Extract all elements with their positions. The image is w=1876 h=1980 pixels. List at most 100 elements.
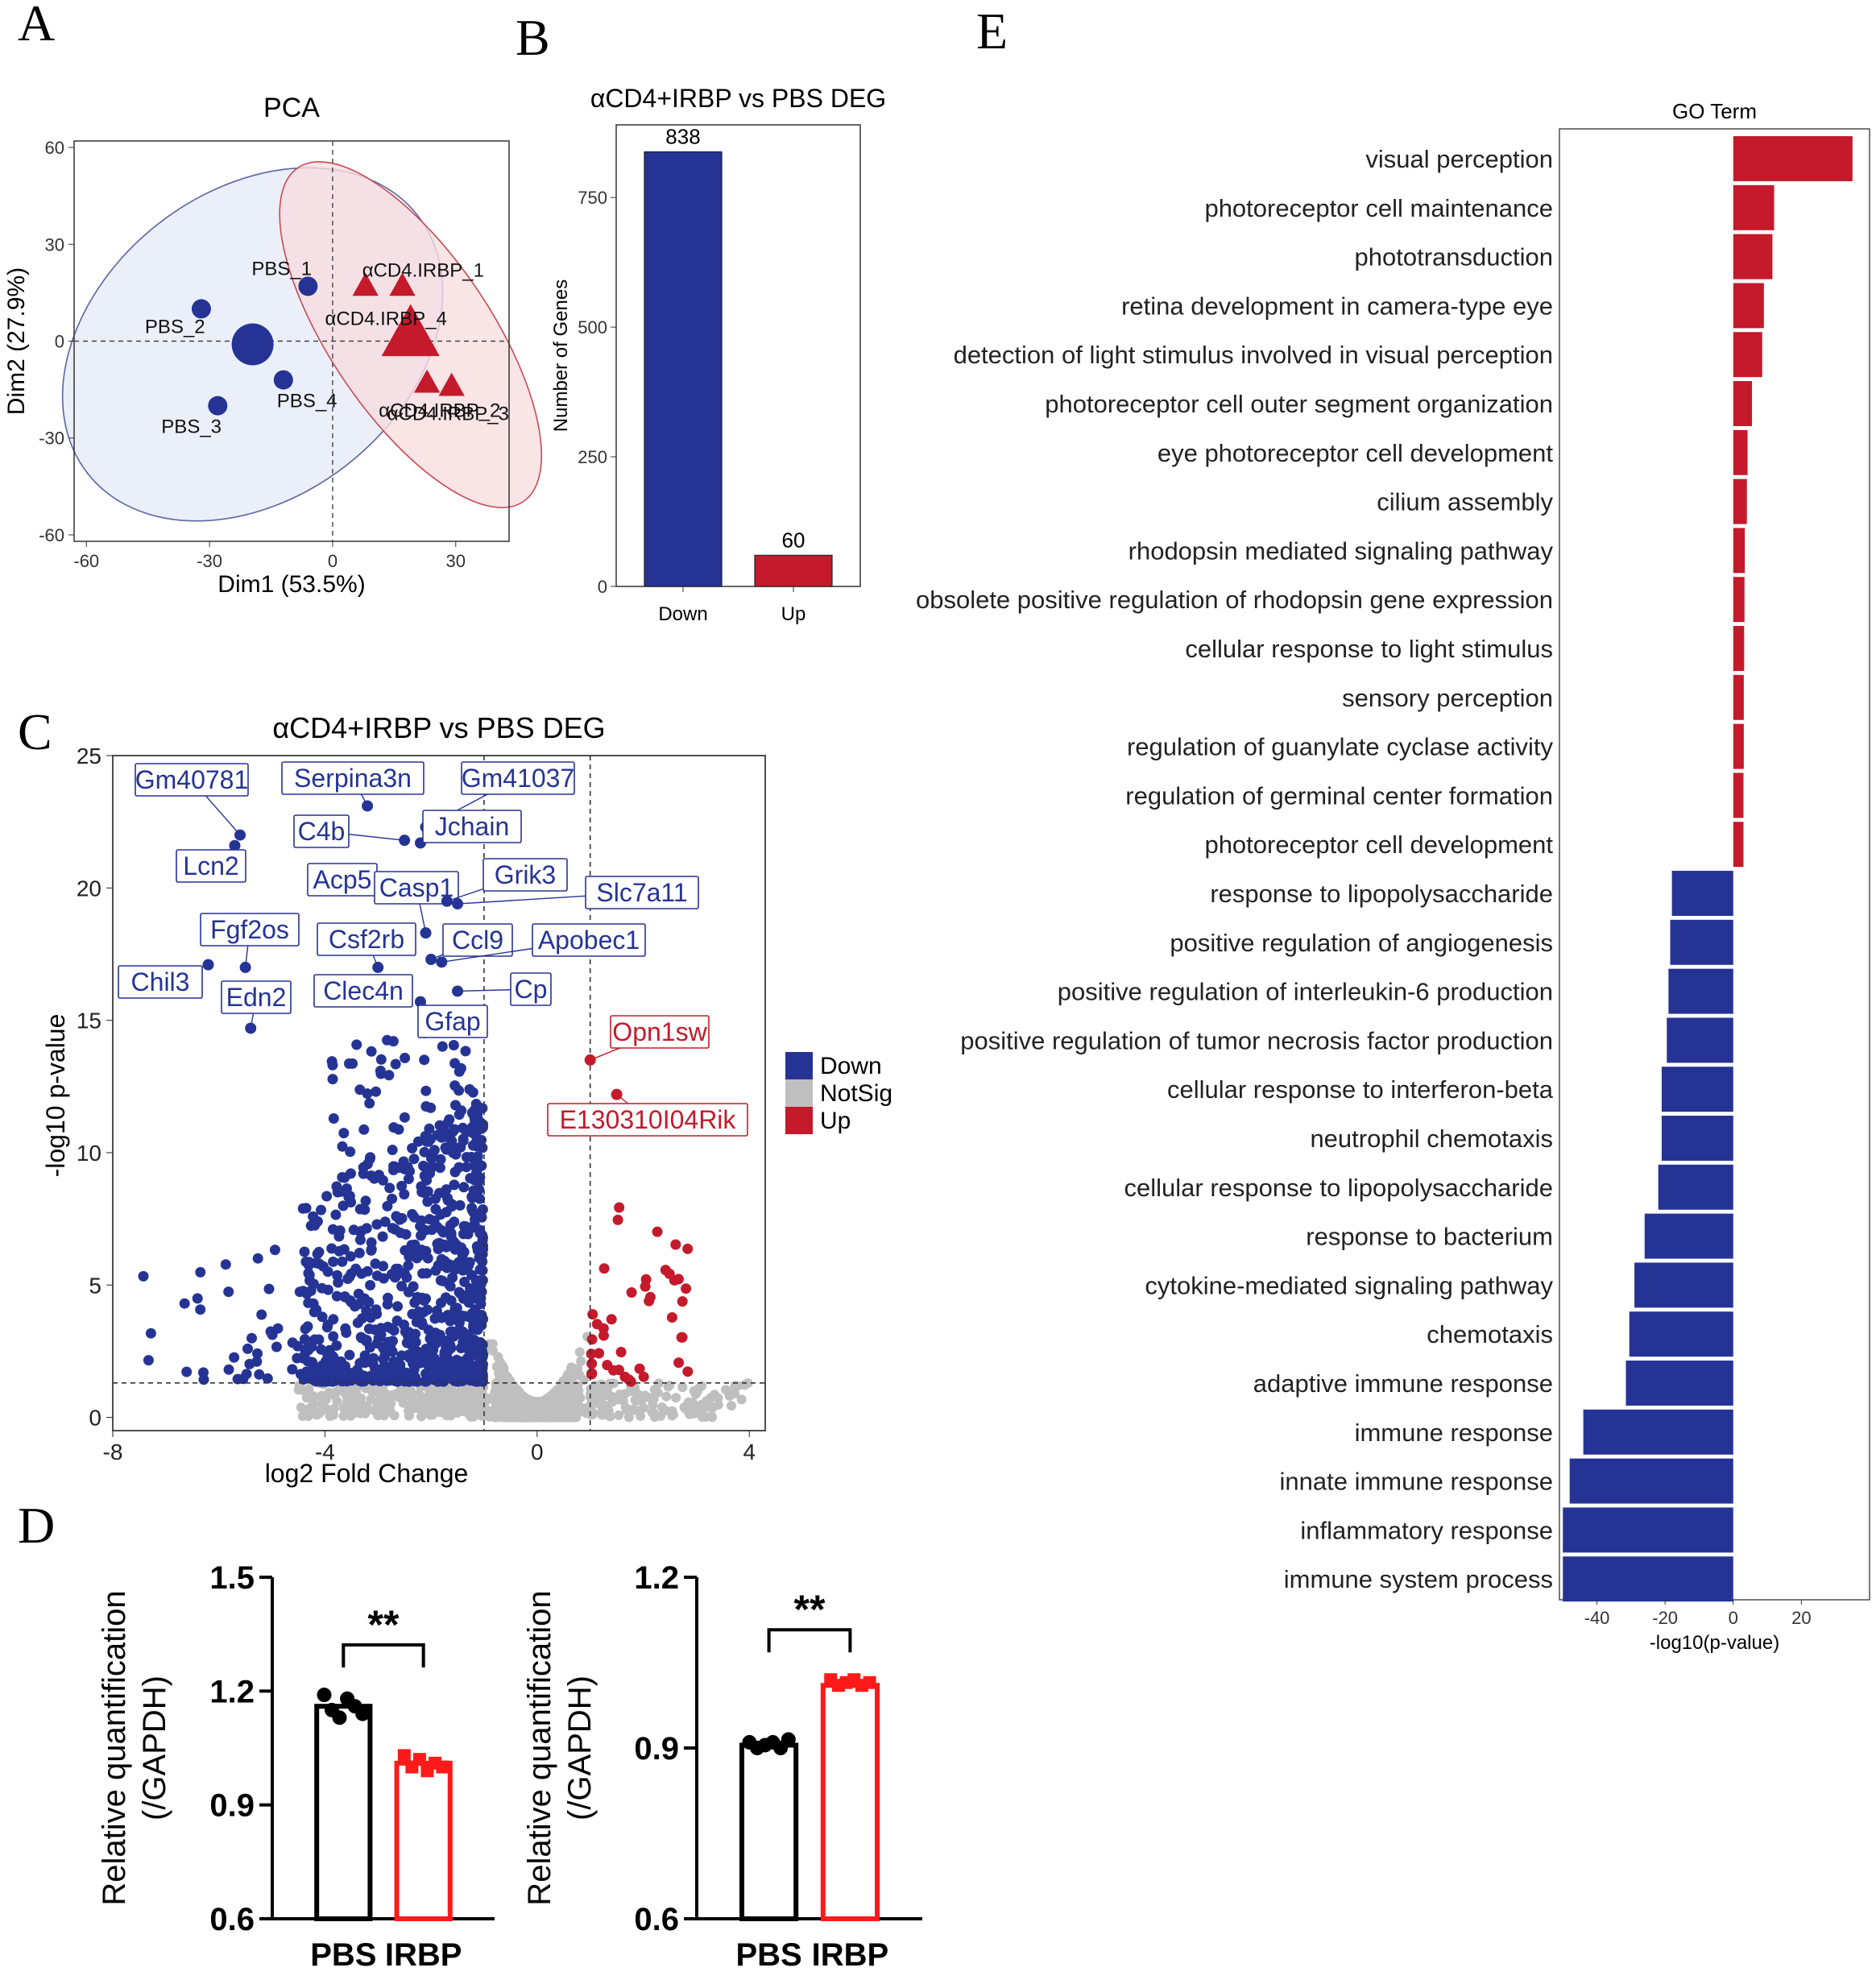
volcano-point-down <box>382 1200 393 1212</box>
volcano-point-down <box>429 1215 440 1226</box>
volcano-point-down <box>414 1249 425 1261</box>
volcano-panel: αCD4+IRBP vs PBS DEG -8 -4 0 4 0 5 10 15 20 25 log2… <box>41 711 892 1488</box>
volcano-point-notsig <box>561 1411 571 1422</box>
go-term-panel: GO Term visual perception photoreceptor ce… <box>916 99 1870 1654</box>
volcano-point-notsig <box>590 1381 600 1392</box>
volcano-point-down <box>408 1154 420 1165</box>
volcano-point-down <box>474 1172 486 1183</box>
go-term-bar <box>1733 723 1744 769</box>
volcano-point-down <box>375 1323 387 1334</box>
volcano-point-down <box>332 1358 343 1369</box>
volcano-point-down <box>363 1323 375 1335</box>
volcano-point-up <box>626 1287 637 1298</box>
volcano-point-notsig <box>687 1398 698 1408</box>
volcano-point-notsig <box>605 1411 615 1422</box>
volcano-point-down <box>458 1246 470 1257</box>
volcano-point-notsig <box>427 1410 437 1420</box>
volcano-point-down <box>441 1184 452 1195</box>
volcano-point-notsig <box>573 1398 583 1408</box>
volcano-point-notsig <box>663 1381 673 1392</box>
volcano-y-tick-label: 5 <box>89 1273 101 1298</box>
volcano-x-tick-label: -4 <box>315 1439 335 1464</box>
pca-point-pbs <box>298 276 318 296</box>
qpcr-x-label-pbs: PBS <box>310 1937 376 1973</box>
go-term-bar <box>1733 674 1744 720</box>
pca-point-label: αCD4.IRBP_3 <box>387 404 509 425</box>
gene-label-box <box>482 858 568 892</box>
go-term-label: innate immune response <box>1280 1468 1553 1496</box>
pca-point-label: PBS_2 <box>145 316 205 338</box>
volcano-point-down <box>468 1128 479 1139</box>
volcano-point-down <box>383 1361 393 1373</box>
volcano-point-down <box>346 1168 356 1179</box>
gene-label-gm40781: Gm40781 <box>135 765 249 794</box>
gene-label-jchain: Jchain <box>435 812 510 841</box>
go-term-bar <box>1644 1213 1733 1259</box>
volcano-point-down <box>181 1366 193 1377</box>
volcano-point-up <box>586 1348 597 1360</box>
volcano-point-down <box>351 1039 362 1050</box>
qpcr-replicate-point <box>317 1688 332 1703</box>
volcano-point-notsig <box>449 1406 460 1416</box>
volcano-point-down <box>458 1293 469 1304</box>
qpcr-replicate-point <box>781 1732 796 1747</box>
volcano-point-down <box>365 1280 376 1290</box>
qpcr-replicate-point <box>436 1760 449 1774</box>
pbs-centroid-marker <box>231 323 274 366</box>
pca-panel: PCA -60 -30 0 30 60 30 0 -30 -60 Dim1 (53.5%) Dim2 … <box>3 93 543 598</box>
go-term-bar <box>1667 1017 1733 1063</box>
go-term-bar <box>1661 1116 1733 1161</box>
volcano-point-down <box>342 1183 352 1194</box>
volcano-point-down <box>428 1161 439 1172</box>
volcano-point-down <box>400 1052 411 1063</box>
volcano-point-down <box>448 1040 459 1050</box>
pca-x-tick-label: 30 <box>446 551 466 571</box>
volcano-point-up <box>591 1319 603 1330</box>
volcano-point-down <box>360 1195 371 1207</box>
volcano-point-up <box>586 1334 598 1345</box>
volcano-point-down <box>333 1277 344 1288</box>
volcano-point-down <box>369 1173 380 1184</box>
volcano-point-down <box>441 1373 451 1385</box>
volcano-point-down <box>382 1034 393 1046</box>
go-title: GO Term <box>1672 99 1757 123</box>
go-term-label: rhodopsin mediated signaling pathway <box>1128 536 1554 565</box>
gene-label-opn1sw: Opn1sw <box>612 1017 707 1046</box>
volcano-x-tick-label: 4 <box>743 1439 756 1464</box>
volcano-point-down <box>467 1087 478 1098</box>
volcano-point-down <box>404 1376 415 1387</box>
volcano-point-down <box>458 1228 469 1240</box>
volcano-point-up <box>652 1226 663 1237</box>
volcano-point-down <box>471 1241 482 1252</box>
volcano-point-notsig <box>470 1398 480 1408</box>
volcano-point-up <box>586 1358 598 1369</box>
go-term-label: cellular response to light stimulus <box>1185 635 1553 663</box>
volcano-point-notsig <box>677 1382 688 1393</box>
volcano-point-down <box>331 1340 342 1351</box>
volcano-point-down <box>242 1343 253 1354</box>
volcano-point-up <box>666 1312 677 1323</box>
volcano-point-down <box>456 1356 467 1367</box>
volcano-point-down <box>466 1290 477 1301</box>
volcano-point-notsig <box>607 1397 618 1407</box>
volcano-point-down <box>403 1260 414 1271</box>
volcano-point-down <box>328 1113 339 1124</box>
volcano-point-down <box>470 1315 481 1326</box>
gene-label-c4b: C4b <box>298 817 346 846</box>
volcano-point-down <box>303 1344 314 1356</box>
volcano-point-notsig <box>697 1399 707 1410</box>
volcano-point-notsig <box>574 1369 584 1380</box>
qpcr-replicate-point <box>355 1706 371 1721</box>
volcano-point-down <box>366 1237 377 1248</box>
volcano-point-down <box>262 1373 273 1384</box>
volcano-point-down <box>359 1357 371 1369</box>
volcano-point-up <box>660 1265 671 1276</box>
volcano-point-notsig <box>492 1377 503 1387</box>
volcano-point-down <box>354 1203 366 1215</box>
gene-label-box <box>374 871 459 905</box>
volcano-point-up <box>614 1202 625 1213</box>
volcano-point-down <box>449 1179 460 1191</box>
volcano-point-down <box>477 1142 488 1154</box>
volcano-point-up <box>638 1371 649 1382</box>
qpcr-bar-irbp <box>820 1683 880 1921</box>
